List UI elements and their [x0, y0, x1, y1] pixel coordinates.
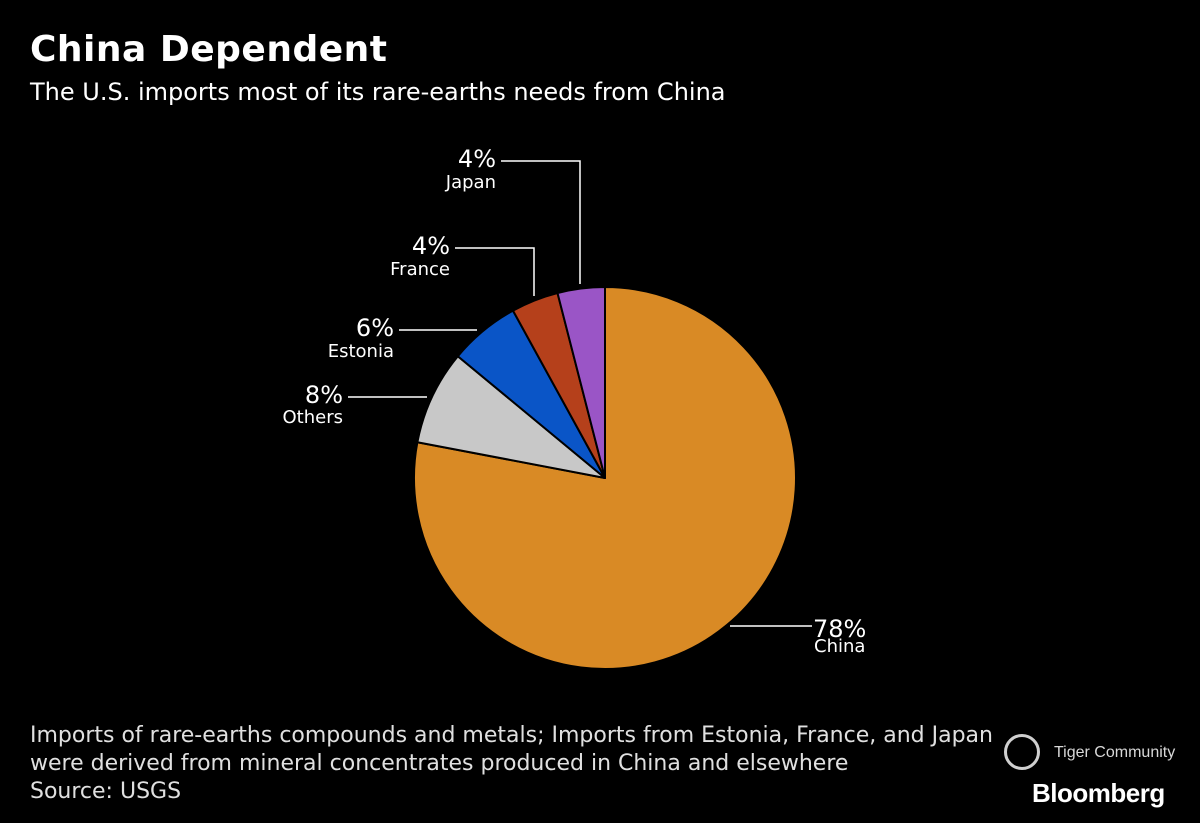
- pie-slice-others: [416, 355, 606, 479]
- tiger-community-logo-icon: [1004, 734, 1040, 770]
- pie-slice-china: [413, 286, 797, 670]
- pie-slices: [413, 286, 797, 670]
- footnote-line-2: were derived from mineral concentrates p…: [30, 751, 849, 776]
- category-label-china: China: [814, 636, 865, 657]
- footnote-line-1: Imports of rare-earths compounds and met…: [30, 723, 993, 748]
- category-label-japan: Japan: [445, 172, 496, 193]
- source-note: Source: USGS: [30, 779, 182, 804]
- leader-line-japan: [501, 160, 581, 284]
- data-label-estonia: 6%: [356, 314, 394, 342]
- pie-slice-japan: [556, 286, 606, 479]
- category-label-france: France: [390, 259, 450, 280]
- watermark-text: Tiger Community: [1054, 744, 1176, 761]
- chart-title: China Dependent: [30, 29, 388, 70]
- data-label-france: 4%: [412, 232, 450, 260]
- leader-line-france: [455, 247, 535, 296]
- tiger-community-watermark: Tiger Community: [1004, 734, 1184, 774]
- chart-subtitle: The U.S. imports most of its rare-earths…: [30, 78, 726, 106]
- footnote: Imports of rare-earths compounds and met…: [30, 722, 993, 806]
- data-label-others: 8%: [305, 381, 343, 409]
- data-label-china: 78%: [813, 615, 866, 643]
- bloomberg-logo: Bloomberg: [1032, 778, 1165, 808]
- category-label-estonia: Estonia: [328, 341, 394, 362]
- category-label-others: Others: [283, 407, 344, 428]
- data-label-japan: 4%: [458, 145, 496, 173]
